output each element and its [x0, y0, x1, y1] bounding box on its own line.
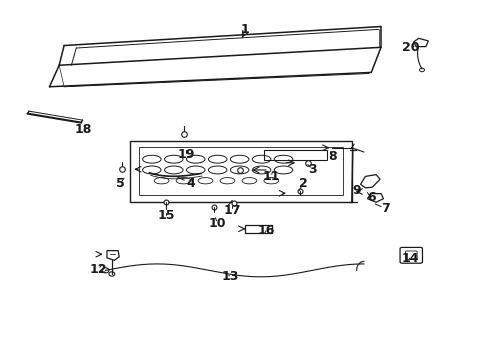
Text: 12: 12 [89, 263, 107, 276]
Text: 19: 19 [177, 148, 194, 161]
Text: 20: 20 [401, 41, 418, 54]
Text: 7: 7 [381, 202, 389, 215]
Text: 13: 13 [221, 270, 238, 283]
Text: 14: 14 [401, 252, 418, 265]
Text: 10: 10 [208, 216, 226, 230]
Text: 4: 4 [186, 177, 195, 190]
Text: 2: 2 [298, 177, 307, 190]
Text: 5: 5 [116, 177, 124, 190]
Text: 8: 8 [327, 150, 336, 163]
Text: 17: 17 [223, 204, 241, 217]
Text: 15: 15 [158, 210, 175, 222]
Text: 3: 3 [308, 163, 316, 176]
Text: 16: 16 [257, 224, 275, 237]
Text: 9: 9 [352, 184, 360, 197]
Text: 11: 11 [262, 170, 280, 183]
Text: 1: 1 [240, 23, 248, 36]
Text: 6: 6 [366, 192, 375, 204]
Text: 18: 18 [75, 123, 92, 136]
